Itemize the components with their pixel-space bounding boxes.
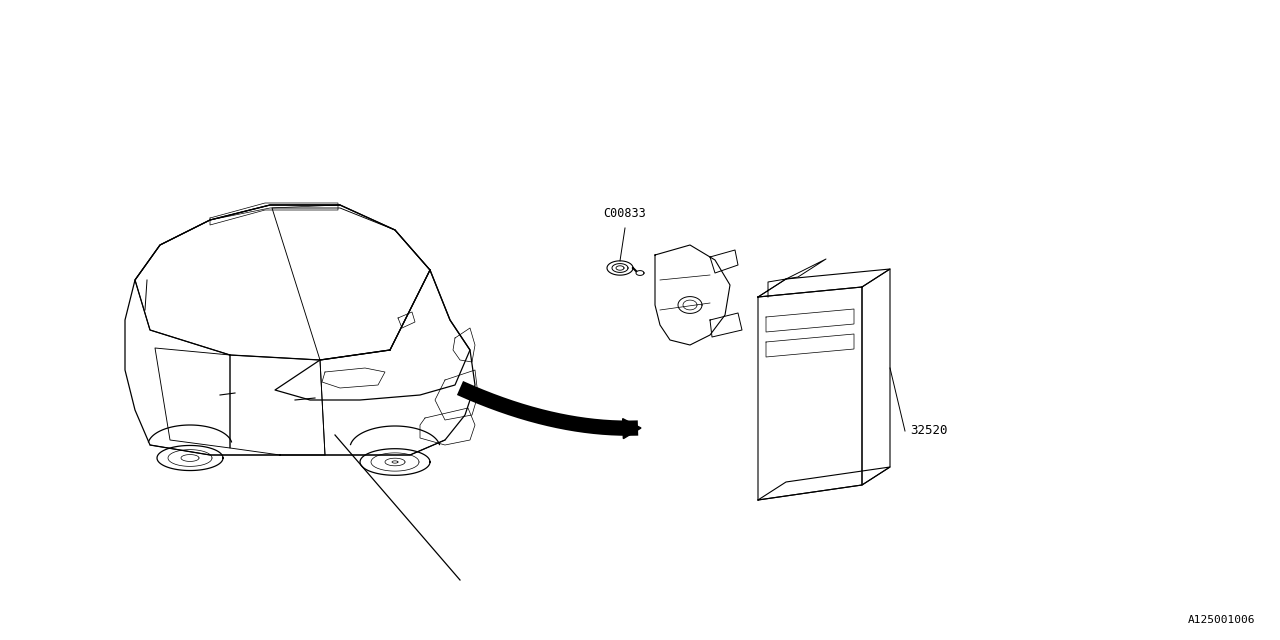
- Text: 32520: 32520: [910, 424, 947, 438]
- Text: C00833: C00833: [604, 207, 646, 220]
- Text: A125001006: A125001006: [1188, 615, 1254, 625]
- Polygon shape: [622, 419, 641, 438]
